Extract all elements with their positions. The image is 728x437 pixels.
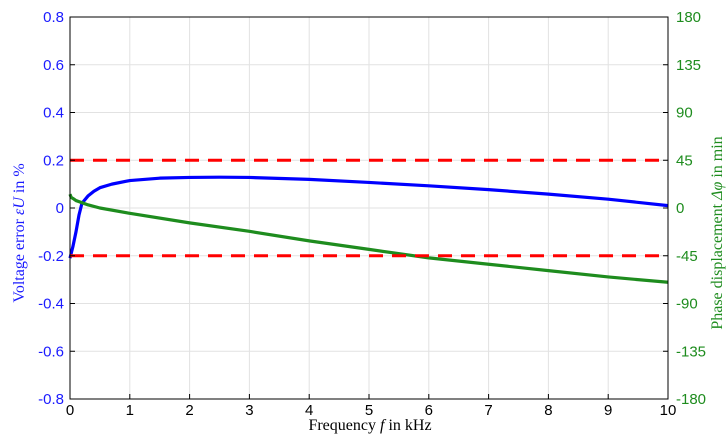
- y-right-tick-label: -45: [676, 248, 698, 265]
- x-tick-label: 4: [305, 402, 313, 419]
- x-tick-label: 3: [245, 402, 253, 419]
- y-left-tick-label: -0.2: [38, 248, 64, 265]
- phase-displacement-line: [68, 193, 669, 284]
- axis-ticks: 0 1 2 3 4 5 6 7 8 9 100.80.60.40.20-0.2-0.4-0.6-0.…: [38, 9, 706, 419]
- x-tick-label: 7: [484, 402, 492, 419]
- x-tick-label: 5: [365, 402, 373, 419]
- x-tick-label: 8: [544, 402, 552, 419]
- y-left-axis-label: Voltage error εU in %: [11, 163, 28, 302]
- x-tick-label: 1: [126, 402, 134, 419]
- y-right-axis-label: Phase displacement Δφ in min: [709, 136, 726, 329]
- y-right-tick-label: 0: [676, 200, 684, 217]
- x-tick-label: 10: [660, 402, 677, 419]
- plot-series: [68, 158, 669, 284]
- y-left-tick-label: 0.8: [43, 9, 64, 26]
- y-left-tick-label: -0.8: [38, 391, 64, 408]
- x-tick-label: 6: [425, 402, 433, 419]
- y-right-tick-label: 135: [676, 57, 701, 74]
- y-left-tick-label: 0.4: [43, 105, 64, 122]
- y-right-tick-label: 45: [676, 152, 693, 169]
- y-left-tick-label: 0.6: [43, 57, 64, 74]
- y-left-tick-label: 0: [56, 200, 64, 217]
- x-tick-label: 2: [185, 402, 193, 419]
- y-right-tick-label: -135: [676, 343, 706, 360]
- grid: [69, 16, 669, 400]
- y-right-tick-label: -180: [676, 391, 706, 408]
- y-left-tick-label: -0.6: [38, 343, 64, 360]
- y-left-tick-label: 0.2: [43, 152, 64, 169]
- x-tick-label: 0: [66, 402, 74, 419]
- y-left-tick-label: -0.4: [38, 296, 64, 313]
- y-right-tick-label: -90: [676, 296, 698, 313]
- y-right-tick-label: 180: [676, 9, 701, 26]
- x-axis-label: Frequency f in kHz: [308, 417, 431, 434]
- x-tick-label: 9: [604, 402, 612, 419]
- voltage-error-line: [68, 175, 669, 259]
- y-right-tick-label: 90: [676, 105, 693, 122]
